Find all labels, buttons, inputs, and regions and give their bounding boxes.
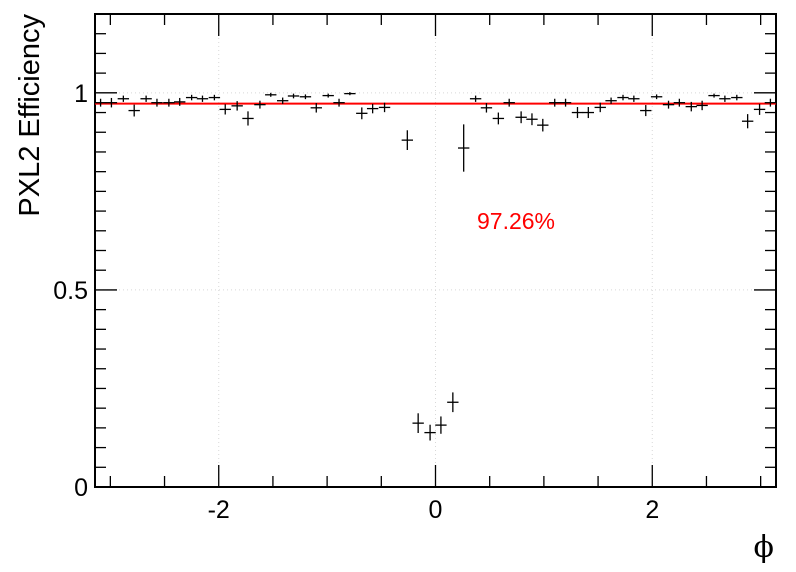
data-point bbox=[333, 98, 345, 107]
data-point bbox=[219, 104, 231, 115]
data-point bbox=[447, 392, 459, 413]
data-point bbox=[537, 118, 549, 132]
data-point bbox=[140, 95, 152, 102]
y-axis-title: PXL2 Efficiency bbox=[14, 14, 46, 217]
data-point bbox=[605, 97, 617, 104]
data-point bbox=[356, 107, 368, 120]
data-point bbox=[231, 101, 243, 111]
data-point bbox=[344, 92, 356, 96]
data-point bbox=[208, 94, 221, 101]
grid bbox=[95, 14, 776, 487]
data-point bbox=[503, 98, 515, 107]
data-point bbox=[582, 107, 595, 119]
y-tick-label: 0.5 bbox=[53, 277, 88, 305]
data-point bbox=[378, 102, 391, 113]
data-point bbox=[526, 113, 538, 126]
data-point bbox=[287, 93, 300, 99]
data-point bbox=[117, 95, 130, 102]
y-tick-label: 1 bbox=[74, 80, 88, 108]
data-point bbox=[254, 100, 266, 109]
data-point bbox=[265, 92, 277, 97]
data-point bbox=[435, 416, 447, 434]
data-point bbox=[310, 103, 322, 113]
data-point bbox=[128, 104, 140, 117]
data-point bbox=[299, 94, 312, 100]
data-point bbox=[673, 98, 686, 107]
x-tick-label: 0 bbox=[429, 496, 443, 524]
data-point bbox=[276, 97, 289, 104]
data-point bbox=[196, 95, 209, 102]
data-point bbox=[185, 94, 198, 101]
data-point bbox=[469, 95, 482, 102]
y-tick-label: 0 bbox=[74, 474, 88, 502]
efficiency-annotation: 97.26% bbox=[477, 208, 555, 234]
data-point bbox=[594, 102, 606, 113]
data-point bbox=[163, 98, 175, 107]
data-points bbox=[94, 92, 777, 441]
data-point bbox=[731, 94, 743, 101]
data-point bbox=[458, 124, 470, 172]
data-point bbox=[741, 114, 754, 129]
data-point bbox=[105, 97, 118, 108]
data-point bbox=[640, 105, 652, 117]
x-tick-label: 2 bbox=[645, 496, 659, 524]
axis-ticks bbox=[95, 13, 776, 488]
data-point bbox=[549, 98, 561, 107]
data-point bbox=[753, 103, 766, 115]
data-point bbox=[94, 98, 107, 107]
data-point bbox=[708, 93, 720, 98]
data-point bbox=[617, 94, 629, 101]
tick-labels: -2 0 2 0 0.5 1 bbox=[53, 80, 659, 524]
data-point bbox=[719, 95, 731, 102]
data-point bbox=[650, 94, 663, 100]
data-point bbox=[696, 100, 708, 111]
data-point bbox=[559, 98, 572, 107]
data-point bbox=[322, 93, 334, 98]
data-point bbox=[366, 103, 379, 114]
data-point bbox=[401, 130, 413, 150]
data-point bbox=[492, 112, 505, 125]
data-point bbox=[685, 101, 697, 112]
data-point bbox=[424, 424, 436, 441]
data-point bbox=[628, 95, 640, 102]
data-point bbox=[571, 107, 584, 119]
data-point bbox=[412, 413, 424, 433]
data-point bbox=[174, 97, 186, 106]
x-tick-label: -2 bbox=[208, 496, 230, 524]
data-point bbox=[151, 98, 163, 107]
data-point bbox=[480, 103, 493, 113]
x-axis-title: ϕ bbox=[754, 530, 774, 565]
data-point bbox=[515, 111, 527, 124]
data-point bbox=[242, 111, 254, 126]
data-point bbox=[662, 100, 675, 109]
data-point bbox=[764, 98, 777, 107]
